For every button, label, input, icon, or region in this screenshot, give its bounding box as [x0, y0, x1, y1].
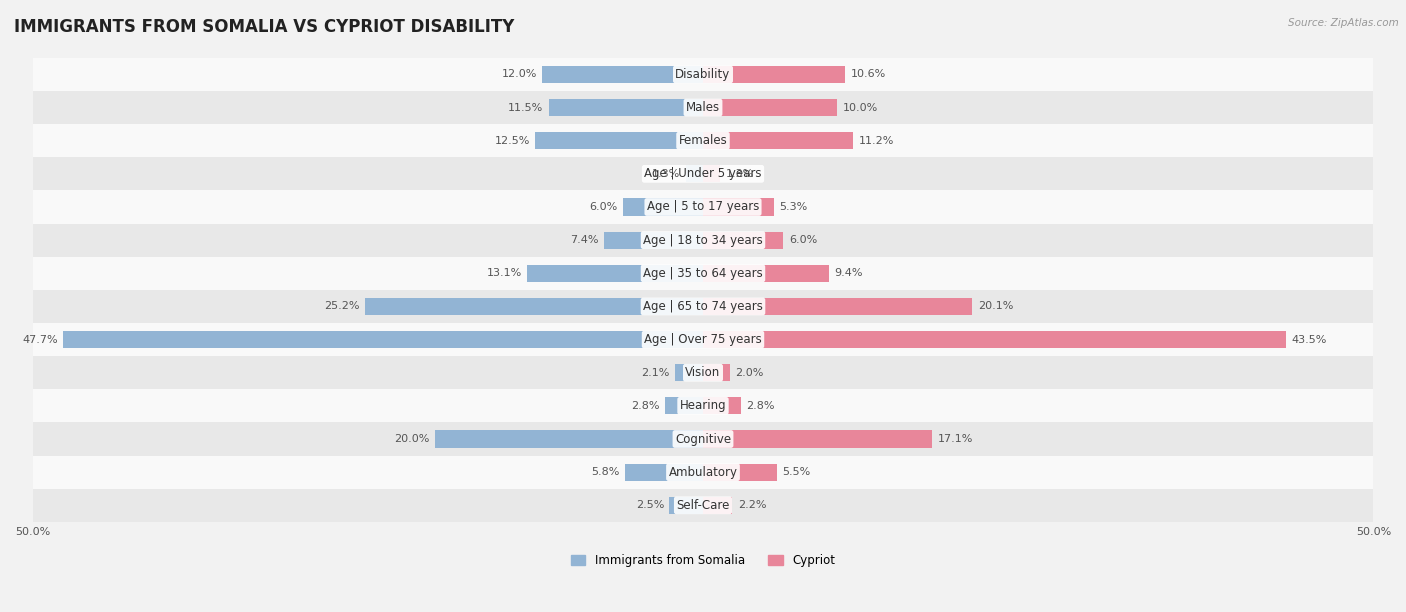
Text: 5.8%: 5.8% — [592, 467, 620, 477]
Bar — [32, 190, 1374, 223]
Text: Age | Under 5 years: Age | Under 5 years — [644, 167, 762, 181]
Text: 11.2%: 11.2% — [859, 136, 894, 146]
Text: 17.1%: 17.1% — [938, 434, 973, 444]
Text: 12.5%: 12.5% — [495, 136, 530, 146]
Text: 2.2%: 2.2% — [738, 500, 766, 510]
Bar — [665, 397, 703, 414]
Bar — [366, 298, 703, 315]
Bar — [703, 463, 776, 481]
Text: Vision: Vision — [685, 366, 721, 379]
Bar — [548, 99, 703, 116]
Text: Age | 18 to 34 years: Age | 18 to 34 years — [643, 234, 763, 247]
Bar — [703, 264, 830, 282]
Bar — [63, 331, 703, 348]
Bar — [703, 66, 845, 83]
Text: Disability: Disability — [675, 68, 731, 81]
Text: 1.3%: 1.3% — [652, 169, 681, 179]
Text: 5.3%: 5.3% — [779, 202, 807, 212]
Bar — [536, 132, 703, 149]
Text: 20.0%: 20.0% — [394, 434, 429, 444]
Text: Hearing: Hearing — [679, 400, 727, 412]
Text: 10.0%: 10.0% — [842, 103, 877, 113]
Bar — [669, 497, 703, 514]
Bar — [686, 165, 703, 182]
Text: 2.5%: 2.5% — [636, 500, 664, 510]
Bar — [626, 463, 703, 481]
Text: 6.0%: 6.0% — [789, 235, 817, 245]
Text: 43.5%: 43.5% — [1292, 335, 1327, 345]
Text: 7.4%: 7.4% — [569, 235, 599, 245]
Bar — [543, 66, 703, 83]
Text: IMMIGRANTS FROM SOMALIA VS CYPRIOT DISABILITY: IMMIGRANTS FROM SOMALIA VS CYPRIOT DISAB… — [14, 18, 515, 36]
Text: 13.1%: 13.1% — [486, 268, 522, 278]
Text: 2.8%: 2.8% — [631, 401, 659, 411]
Bar — [32, 356, 1374, 389]
Bar — [703, 132, 853, 149]
Text: Source: ZipAtlas.com: Source: ZipAtlas.com — [1288, 18, 1399, 28]
Bar — [703, 364, 730, 381]
Text: Females: Females — [679, 134, 727, 147]
Text: 47.7%: 47.7% — [22, 335, 58, 345]
Bar — [32, 290, 1374, 323]
Text: 6.0%: 6.0% — [589, 202, 617, 212]
Text: Ambulatory: Ambulatory — [668, 466, 738, 479]
Text: 5.5%: 5.5% — [782, 467, 810, 477]
Text: Age | 35 to 64 years: Age | 35 to 64 years — [643, 267, 763, 280]
Bar — [32, 58, 1374, 91]
Text: Males: Males — [686, 101, 720, 114]
Bar — [32, 223, 1374, 256]
Bar — [703, 430, 932, 447]
Bar — [32, 489, 1374, 522]
Bar — [623, 198, 703, 215]
Text: Self-Care: Self-Care — [676, 499, 730, 512]
Text: 1.3%: 1.3% — [725, 169, 754, 179]
Bar — [703, 331, 1286, 348]
Bar — [675, 364, 703, 381]
Bar — [603, 231, 703, 248]
Bar — [703, 99, 837, 116]
Bar — [32, 323, 1374, 356]
Text: 9.4%: 9.4% — [834, 268, 863, 278]
Text: 10.6%: 10.6% — [851, 69, 886, 80]
Bar — [32, 256, 1374, 290]
Text: Age | 5 to 17 years: Age | 5 to 17 years — [647, 201, 759, 214]
Text: Age | Over 75 years: Age | Over 75 years — [644, 333, 762, 346]
Text: 11.5%: 11.5% — [508, 103, 544, 113]
Bar — [703, 231, 783, 248]
Bar — [434, 430, 703, 447]
Text: 25.2%: 25.2% — [325, 302, 360, 312]
Text: Age | 65 to 74 years: Age | 65 to 74 years — [643, 300, 763, 313]
Text: 2.1%: 2.1% — [641, 368, 669, 378]
Bar — [32, 124, 1374, 157]
Text: 20.1%: 20.1% — [977, 302, 1014, 312]
Bar — [703, 165, 720, 182]
Bar — [703, 397, 741, 414]
Bar — [703, 497, 733, 514]
Text: 2.8%: 2.8% — [747, 401, 775, 411]
Bar — [32, 91, 1374, 124]
Legend: Immigrants from Somalia, Cypriot: Immigrants from Somalia, Cypriot — [567, 549, 839, 572]
Bar — [32, 422, 1374, 455]
Bar — [32, 389, 1374, 422]
Text: 2.0%: 2.0% — [735, 368, 763, 378]
Bar — [32, 157, 1374, 190]
Bar — [527, 264, 703, 282]
Bar — [703, 298, 973, 315]
Text: Cognitive: Cognitive — [675, 433, 731, 446]
Bar — [32, 455, 1374, 489]
Bar — [703, 198, 775, 215]
Text: 12.0%: 12.0% — [502, 69, 537, 80]
